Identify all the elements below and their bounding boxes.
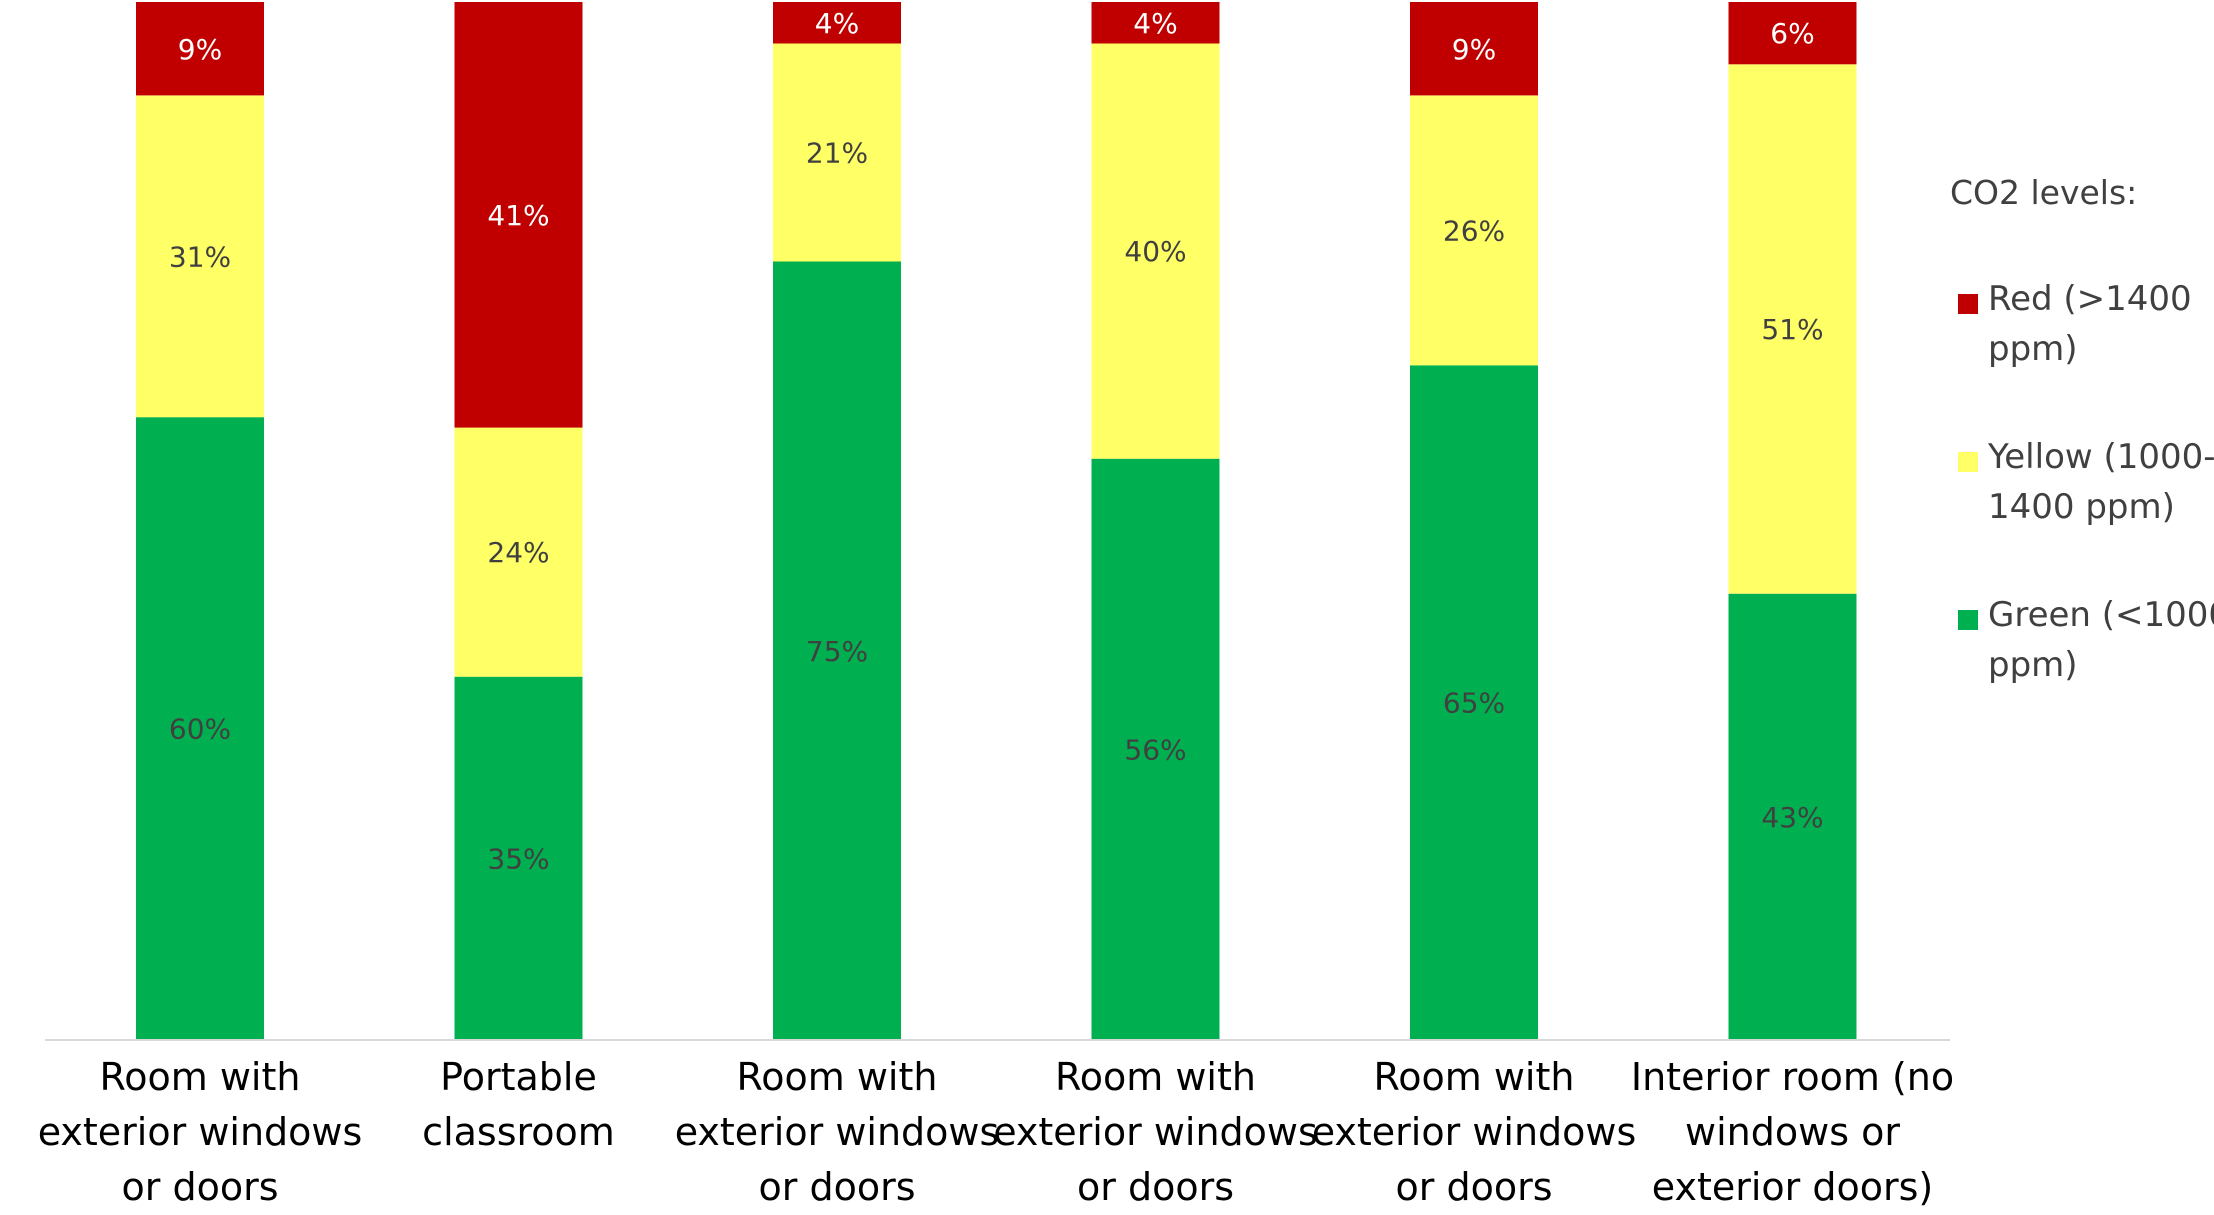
bar-segment xyxy=(1410,2,1538,96)
bar-segment xyxy=(136,2,264,96)
data-label: 40% xyxy=(1124,235,1186,268)
data-label: 24% xyxy=(487,536,549,569)
data-label: 31% xyxy=(169,240,231,273)
data-label: 6% xyxy=(1770,17,1814,50)
data-label: 9% xyxy=(178,33,222,66)
bar-segment xyxy=(1410,365,1538,1040)
data-label: 4% xyxy=(815,7,859,40)
bar-segment xyxy=(136,417,264,1040)
bar-segment xyxy=(136,95,264,418)
bars-layer xyxy=(136,2,1857,1040)
bar-segment xyxy=(1728,2,1857,65)
x-tick-label: Room with exterior windows or doors xyxy=(1312,1055,1637,1209)
data-label: 43% xyxy=(1761,801,1823,834)
legend-items: Red (>1400 ppm) Yellow (1000-1400 ppm) Gree… xyxy=(1958,279,2214,685)
legend-label: Green (<1000 ppm) xyxy=(1988,595,2214,685)
x-tick-label: Room with exterior windows or doors xyxy=(675,1055,1000,1209)
data-label: 26% xyxy=(1443,214,1505,247)
legend-label: Red (>1400 ppm) xyxy=(1988,279,2192,369)
legend-item: Green (<1000 ppm) xyxy=(1958,595,2214,685)
legend-item: Yellow (1000-1400 ppm) xyxy=(1958,437,2214,527)
bar-segment xyxy=(454,676,583,1040)
bar-segment xyxy=(773,261,901,1040)
data-label: 56% xyxy=(1124,733,1186,766)
legend-swatch xyxy=(1958,452,1978,472)
legend-swatch xyxy=(1958,610,1978,630)
data-label: 4% xyxy=(1133,7,1177,40)
bar-segment xyxy=(454,427,583,677)
data-label: 75% xyxy=(806,635,868,668)
data-label: 60% xyxy=(169,713,231,746)
data-label: 21% xyxy=(806,137,868,170)
bar-segment xyxy=(1410,95,1538,366)
x-tick-label: Room with exterior windows or doors xyxy=(38,1055,363,1209)
legend-item: Red (>1400 ppm) xyxy=(1958,279,2192,369)
bar-segment xyxy=(1728,593,1857,1040)
bar-segment xyxy=(773,43,901,262)
legend-swatch xyxy=(1958,294,1978,314)
x-tick-label: Room with exterior windows or doors xyxy=(993,1055,1318,1209)
bar-segment xyxy=(773,2,901,44)
data-label: 51% xyxy=(1761,313,1823,346)
bar-segment xyxy=(454,2,583,428)
data-labels-layer: 60% 31% 9% 35% 24% 41% 75% 21% 4% 56% 40% 4% 65% 26% 9… xyxy=(169,7,1824,876)
x-tick-label: Interior room (no windows or exterior door… xyxy=(1631,1055,1954,1209)
bar-segment xyxy=(1091,458,1220,1040)
x-tick-label: Portable classroom xyxy=(422,1055,615,1154)
data-label: 35% xyxy=(487,842,549,875)
bar-segment xyxy=(1728,64,1857,594)
legend: CO2 levels: Red (>1400 ppm) Yellow (1000-1… xyxy=(1950,173,2214,685)
bar-segment xyxy=(1091,43,1220,459)
x-tick-labels-layer: Room with exterior windows or doors Portabl… xyxy=(38,1055,1954,1209)
data-label: 65% xyxy=(1443,687,1505,720)
bar-segment xyxy=(1091,2,1220,44)
data-label: 9% xyxy=(1452,33,1496,66)
data-label: 41% xyxy=(487,199,549,232)
legend-label: Yellow (1000-1400 ppm) xyxy=(1987,437,2214,527)
legend-title: CO2 levels: xyxy=(1950,173,2137,212)
